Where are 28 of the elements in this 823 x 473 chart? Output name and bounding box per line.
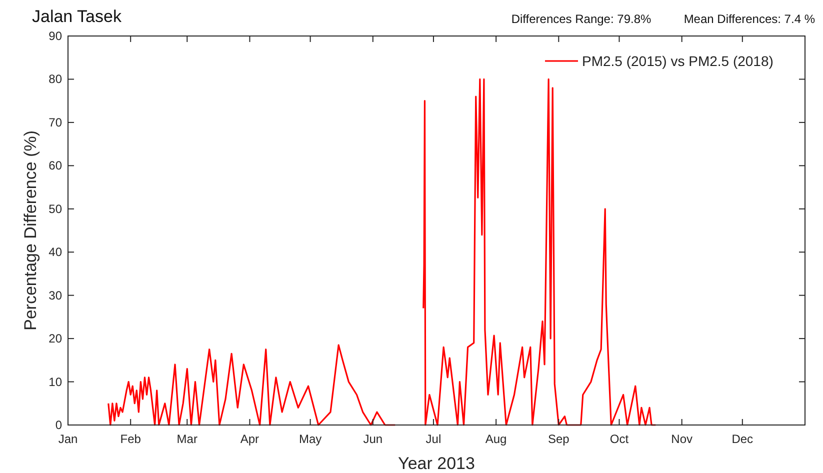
- x-tick-label: Jul: [426, 432, 442, 446]
- x-tick-label: Apr: [240, 432, 260, 446]
- y-tick-label: 70: [48, 115, 62, 130]
- y-tick-label: 40: [48, 245, 62, 260]
- text: Mean Differences: 7.4 %: [684, 12, 816, 26]
- y-tick-label: 10: [48, 374, 62, 389]
- y-tick-label: 80: [48, 72, 62, 86]
- y-tick-label: 0: [55, 418, 62, 432]
- legend-label: PM2.5 (2015) vs PM2.5 (2018): [582, 53, 774, 69]
- x-tick-label: Mar: [176, 432, 198, 446]
- x-tick-label: Oct: [610, 432, 630, 446]
- y-tick-label: 60: [48, 158, 62, 173]
- x-tick-label: Aug: [485, 432, 507, 446]
- y-tick-label: 90: [48, 29, 62, 43]
- text: Differences Range: 79.8%: [511, 12, 652, 26]
- y-tick-label: 30: [48, 288, 62, 302]
- y-tick-label: 20: [48, 332, 62, 346]
- x-tick-label: Feb: [120, 432, 142, 446]
- x-tick-label: Jan: [58, 432, 78, 446]
- chart-title: Jalan Tasek: [32, 7, 122, 26]
- x-axis-title: Year 2013: [398, 454, 475, 473]
- y-tick-label: 50: [48, 202, 62, 216]
- x-tick-label: Nov: [671, 432, 692, 446]
- x-tick-label: Jun: [363, 432, 383, 446]
- x-tick-label: Sep: [548, 432, 570, 446]
- x-tick-label: Dec: [732, 432, 754, 446]
- y-axis-title: Percentage Difference (%): [21, 130, 40, 331]
- x-tick-label: May: [298, 432, 322, 446]
